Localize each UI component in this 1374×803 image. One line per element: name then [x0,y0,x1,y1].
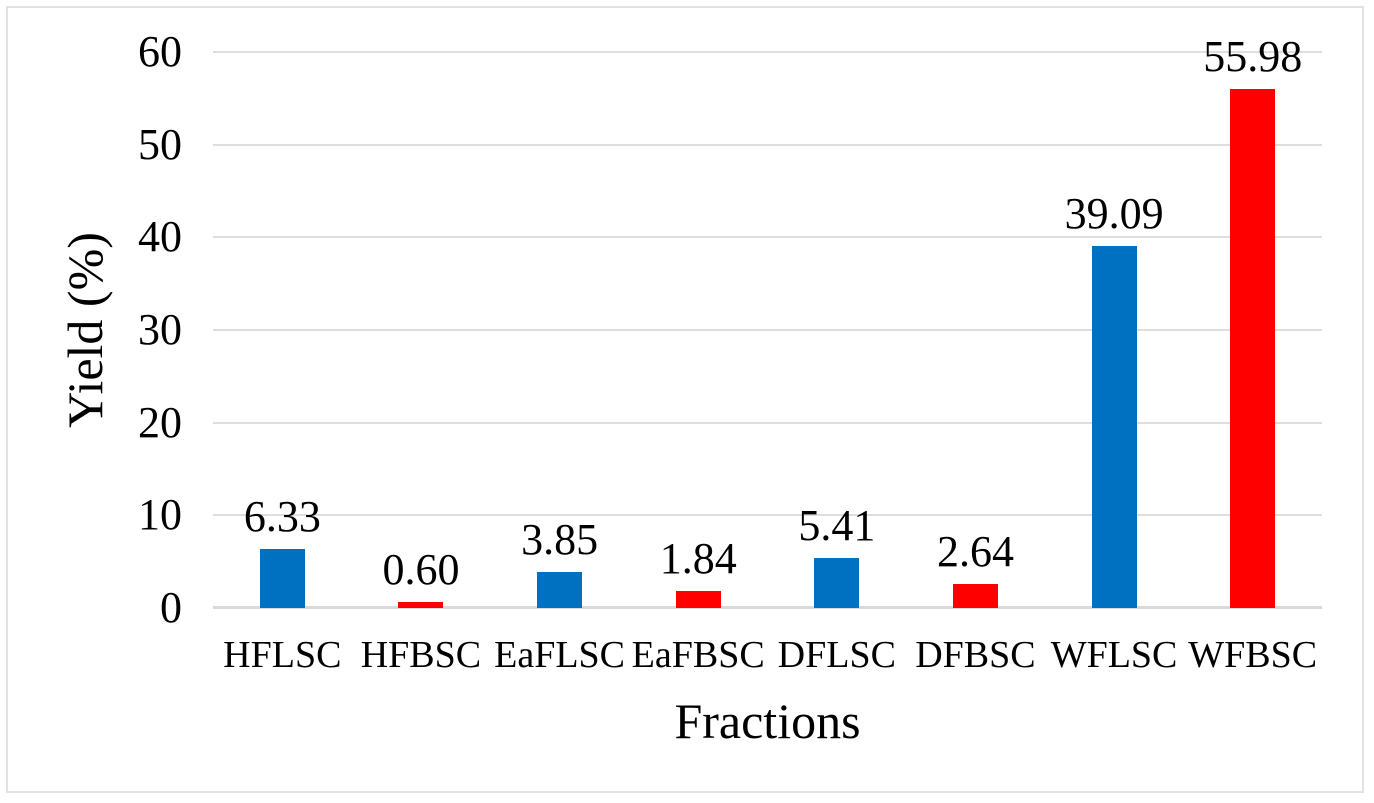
bar-HFBSC [398,602,444,608]
y-tick-label-40: 40 [138,212,182,262]
gridline-50 [213,143,1322,146]
value-label-WFBSC: 55.98 [1203,32,1303,82]
bar-WFBSC [1230,89,1276,608]
x-category-label-HFLSC: HFLSC [223,634,342,676]
y-tick-label-50: 50 [138,119,182,169]
x-axis-line [213,606,1322,609]
value-label-DFLSC: 5.41 [798,500,876,550]
gridline-30 [213,329,1322,331]
x-category-label-DFLSC: DFLSC [777,634,896,676]
y-tick-label-20: 20 [138,397,182,447]
chart-frame-border [6,6,1364,793]
gridline-10 [213,514,1322,517]
x-category-label-HFBSC: HFBSC [360,634,482,676]
bar-HFLSC [259,549,305,608]
value-label-DFBSC: 2.64 [936,526,1014,576]
x-category-label-WFBSC: WFBSC [1188,634,1318,676]
y-tick-label-10: 10 [138,490,182,540]
bar-EaFBSC [675,590,721,608]
y-tick-label-30: 30 [138,305,182,354]
y-tick-label-60: 60 [138,27,182,76]
value-label-HFBSC: 0.60 [382,545,460,595]
bar-EaFLSC [537,572,583,608]
y-tick-label-0: 0 [160,583,182,632]
plot-area [213,51,1322,609]
value-label-HFLSC: 6.33 [243,492,321,542]
x-category-label-EaFLSC: EaFLSC [494,634,626,676]
x-category-label-DFBSC: DFBSC [915,634,1036,676]
bar-WFLSC [1091,245,1137,608]
bar-DFBSC [952,583,998,608]
value-label-EaFBSC: 1.84 [659,533,737,583]
x-category-label-EaFBSC: EaFBSC [631,634,765,676]
gridline-40 [213,236,1322,239]
value-label-WFLSC: 39.09 [1064,188,1164,238]
value-label-EaFLSC: 3.85 [521,515,599,565]
bar-DFLSC [814,557,860,608]
gridline-60 [213,51,1322,53]
gridline-20 [213,421,1322,424]
x-axis-title: Fractions [674,693,861,749]
x-category-label-WFLSC: WFLSC [1050,634,1178,676]
